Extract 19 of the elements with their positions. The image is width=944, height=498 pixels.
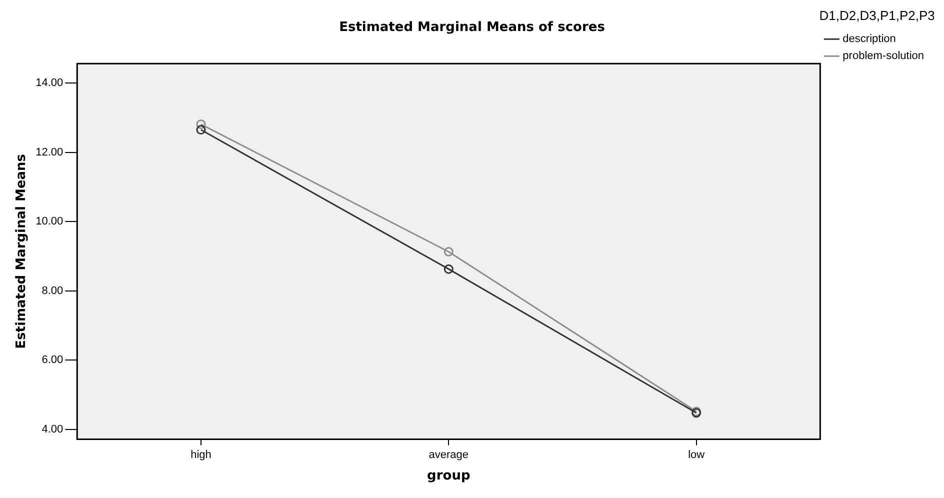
y-tick-label: 8.00 [42, 284, 64, 297]
y-tick-label: 10.00 [36, 216, 64, 228]
y-tick-label: 4.00 [42, 424, 64, 436]
legend-title: D1,D2,D3,P1,P2,P3 [819, 8, 935, 24]
x-axis-title: group [427, 468, 470, 484]
point [444, 264, 454, 274]
y-axis-title: Estimated Marginal Means [14, 154, 30, 349]
point [196, 125, 206, 135]
x-tick-label: low [688, 448, 705, 461]
x-tick-label: high [190, 448, 212, 461]
point [444, 246, 454, 256]
legend-label: problem-solution [842, 50, 924, 62]
y-tick-label: 14.00 [36, 77, 64, 90]
legend-label: description [842, 33, 896, 46]
chart-title: Estimated Marginal Means of scores [339, 20, 606, 36]
y-tick-label: 12.00 [36, 146, 64, 158]
point [196, 119, 206, 129]
x-tick-label: average [428, 448, 469, 461]
y-tick-label: 6.00 [42, 354, 64, 366]
